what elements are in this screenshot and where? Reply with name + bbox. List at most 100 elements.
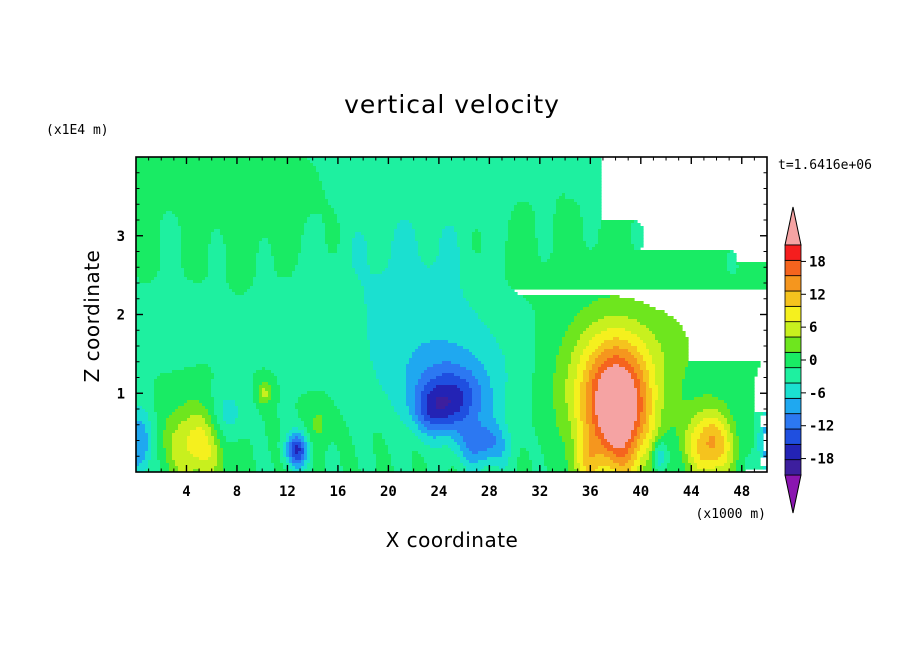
contour-cell [148,442,152,446]
x-tick-label: 36 [582,484,599,500]
contour-cell [685,466,692,470]
contour-cell [631,232,644,236]
contour-cell [136,430,146,434]
contour-cell [358,274,461,278]
contour-cell [157,415,170,419]
contour-cell [637,388,641,392]
contour-cell [709,445,716,449]
contour-cell [535,223,554,227]
contour-cell [586,385,593,389]
contour-cell [316,169,602,173]
contour-cell [634,370,644,374]
contour-cell [643,442,650,446]
contour-cell [220,229,305,233]
contour-cell [502,436,512,440]
contour-cell [664,460,671,464]
contour-cell [652,409,656,413]
contour-cell [568,403,575,407]
contour-cell [412,418,419,422]
contour-cell [574,319,599,323]
contour-cell [334,403,392,407]
contour-cell [580,391,587,395]
contour-cell [280,439,287,443]
contour-cell [367,247,392,251]
contour-cell [664,382,683,386]
contour-cell [754,415,761,419]
contour-cell [310,457,314,461]
colorbar-swatch [784,351,802,369]
contour-cell [730,271,737,275]
contour-cell [535,355,557,359]
contour-cell [565,451,575,455]
contour-cell [625,367,635,371]
contour-cell [430,445,443,449]
contour-cell [655,424,662,428]
contour-cell [646,409,653,413]
contour-cell [355,448,374,452]
contour-cell [592,394,596,398]
contour-cell [550,256,728,260]
contour-cell [298,256,353,260]
contour-cell [421,430,458,434]
contour-cell [235,418,263,422]
contour-cell [646,382,650,386]
contour-cell [619,364,632,368]
contour-cell [256,268,275,272]
contour-cell [658,433,665,437]
contour-cell [688,457,695,461]
contour-cell [481,394,494,398]
contour-cell [577,418,581,422]
contour-cell [589,304,650,308]
contour-cell [136,196,326,200]
contour-cell [694,427,704,431]
contour-cell [460,271,506,275]
contour-cell [268,442,278,446]
contour-cell [634,451,638,455]
contour-cell [412,355,476,359]
contour-cell [292,457,296,461]
contour-cell [406,403,416,407]
contour-cell [325,454,341,458]
contour-cell [286,433,293,437]
contour-cell [466,379,479,383]
contour-cell [421,259,437,263]
contour-cell [637,451,647,455]
contour-cell [325,466,344,470]
contour-cell [610,442,626,446]
contour-cell [637,373,644,377]
contour-cell [580,208,602,212]
contour-cell [664,454,671,458]
contour-cell [214,436,218,440]
contour-cell [592,364,602,368]
contour-cell [292,427,299,431]
contour-cell [700,433,722,437]
contour-cell [715,424,725,428]
contour-cell [373,442,386,446]
contour-cell [730,409,755,413]
contour-cell [418,250,440,254]
contour-cell [598,415,638,419]
contour-cell [376,454,392,458]
contour-cell [553,238,584,242]
contour-cell [463,418,479,422]
contour-cell [223,433,266,437]
contour-cell [367,319,482,323]
contour-cell [631,466,638,470]
contour-cell [580,388,587,392]
contour-cell [259,388,263,392]
contour-cell [211,418,218,422]
contour-cell [163,436,173,440]
contour-cell [310,451,314,455]
contour-cell [277,382,380,386]
contour-cell [628,340,644,344]
contour-cell [493,334,536,338]
contour-cell [715,445,725,449]
contour-cell [640,379,644,383]
contour-cell [469,382,479,386]
contour-cell [595,400,638,404]
contour-cell [484,364,506,368]
contour-cell [634,244,644,248]
contour-cell [274,466,284,470]
contour-cell [154,406,179,410]
contour-cell [370,358,410,362]
